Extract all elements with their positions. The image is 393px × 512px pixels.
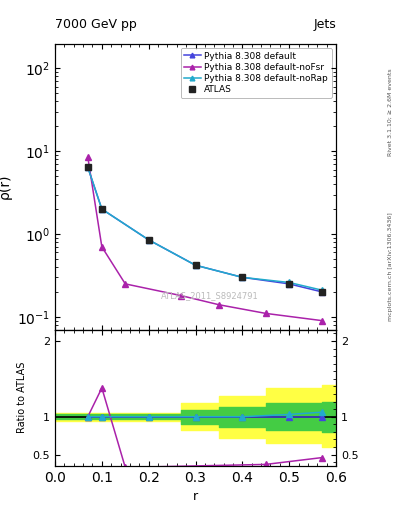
Text: 7000 GeV pp: 7000 GeV pp — [55, 18, 137, 31]
Pythia 8.308 default-noRap — [240, 274, 245, 281]
Legend: Pythia 8.308 default, Pythia 8.308 default-noFsr, Pythia 8.308 default-noRap, AT: Pythia 8.308 default, Pythia 8.308 defau… — [181, 48, 332, 98]
Pythia 8.308 default-noRap — [193, 262, 198, 268]
ATLAS — [287, 281, 292, 287]
Pythia 8.308 default-noFsr — [179, 293, 184, 299]
Pythia 8.308 default-noRap — [287, 280, 292, 286]
ATLAS — [240, 274, 245, 281]
ATLAS — [320, 289, 324, 295]
Pythia 8.308 default — [146, 237, 151, 243]
Pythia 8.308 default — [193, 262, 198, 268]
Line: Pythia 8.308 default-noFsr: Pythia 8.308 default-noFsr — [85, 154, 325, 324]
Pythia 8.308 default-noFsr — [217, 302, 221, 308]
X-axis label: r: r — [193, 490, 198, 503]
Line: Pythia 8.308 default: Pythia 8.308 default — [85, 164, 325, 295]
Y-axis label: ρ(r): ρ(r) — [0, 174, 11, 199]
Pythia 8.308 default-noRap — [85, 164, 90, 170]
Text: ATLAS_2011_S8924791: ATLAS_2011_S8924791 — [161, 291, 259, 300]
Pythia 8.308 default — [320, 289, 324, 295]
Pythia 8.308 default-noFsr — [320, 317, 324, 324]
Pythia 8.308 default — [240, 274, 245, 281]
Text: mcplots.cern.ch [arXiv:1306.3436]: mcplots.cern.ch [arXiv:1306.3436] — [388, 212, 393, 321]
ATLAS — [99, 206, 104, 212]
Pythia 8.308 default-noRap — [146, 237, 151, 243]
Pythia 8.308 default-noRap — [99, 206, 104, 212]
Y-axis label: Ratio to ATLAS: Ratio to ATLAS — [17, 362, 27, 434]
Pythia 8.308 default — [85, 164, 90, 170]
Pythia 8.308 default-noFsr — [99, 244, 104, 250]
Pythia 8.308 default-noFsr — [85, 154, 90, 160]
Pythia 8.308 default — [287, 281, 292, 287]
Pythia 8.308 default-noRap — [320, 287, 324, 293]
Pythia 8.308 default-noFsr — [263, 310, 268, 316]
Text: Rivet 3.1.10; ≥ 2.6M events: Rivet 3.1.10; ≥ 2.6M events — [388, 69, 393, 157]
Text: Jets: Jets — [313, 18, 336, 31]
Pythia 8.308 default — [99, 206, 104, 212]
ATLAS — [85, 164, 90, 170]
Pythia 8.308 default-noFsr — [123, 281, 128, 287]
Line: Pythia 8.308 default-noRap: Pythia 8.308 default-noRap — [85, 164, 325, 293]
Line: ATLAS: ATLAS — [84, 163, 325, 295]
ATLAS — [146, 237, 151, 243]
ATLAS — [193, 262, 198, 268]
